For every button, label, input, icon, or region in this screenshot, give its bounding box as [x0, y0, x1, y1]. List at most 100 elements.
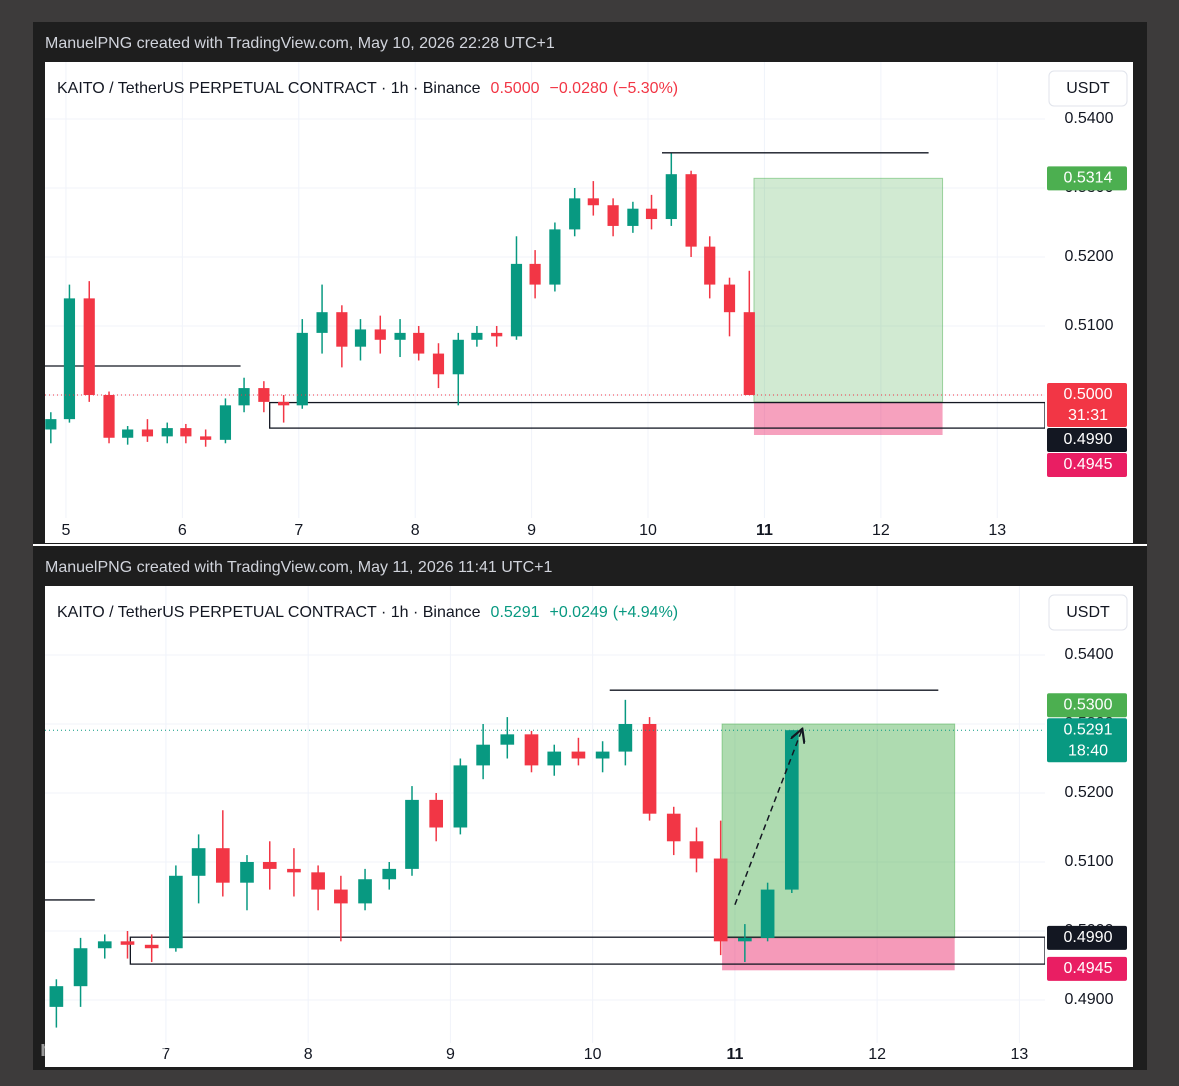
x-tick-label: 10 [639, 522, 657, 539]
candle-body [278, 401, 290, 406]
x-tick-label: 11 [726, 1046, 743, 1063]
x-tick-label: 13 [988, 522, 1006, 539]
candle-body [743, 312, 755, 395]
candle-body [491, 332, 503, 337]
candle-body [144, 944, 159, 949]
x-tick-label: 8 [304, 1046, 313, 1063]
candle-body [103, 394, 115, 438]
support-zone [269, 401, 1045, 429]
symbol-legend: KAITO / TetherUS PERPETUAL CONTRACT · 1h… [57, 80, 678, 97]
plot [45, 586, 1045, 1043]
candle-body [394, 332, 406, 340]
legend-part: (−5.30%) [613, 80, 678, 97]
candle-body [685, 174, 697, 247]
candle-body [63, 298, 76, 420]
candle-body [476, 744, 490, 766]
candle-body [607, 205, 619, 226]
candle-body [618, 723, 633, 752]
candle-body [287, 868, 301, 873]
currency-button [1048, 70, 1128, 107]
candle-body [547, 751, 562, 766]
candle-body [529, 263, 541, 285]
candle-body [665, 174, 677, 220]
candle-body [49, 986, 64, 1007]
price-tag-label: 0.4945 [1064, 456, 1113, 473]
x-tick-label: 12 [868, 1046, 886, 1063]
candle-body [405, 799, 419, 869]
price-tag [1047, 693, 1127, 718]
stop-zone [722, 937, 955, 971]
x-tick-label: 12 [872, 522, 890, 539]
candle-body [374, 329, 386, 340]
candle-body [524, 734, 539, 766]
candle-body [180, 428, 192, 437]
target-zone [753, 177, 944, 403]
chart-panel [45, 62, 1133, 543]
x-tick-label: 7 [161, 1046, 170, 1063]
candle-body [738, 937, 752, 942]
candle-body [316, 312, 328, 333]
candle-body [336, 312, 348, 347]
legend-part: +0.0249 [549, 604, 607, 621]
candle-body [354, 329, 367, 347]
candle-body [120, 941, 135, 945]
legend-part: 0.5000 [491, 80, 540, 97]
target-zone [721, 723, 956, 939]
candle-body [200, 436, 212, 440]
price-tag [1047, 956, 1127, 981]
chart-panel [45, 586, 1133, 1067]
x-tick-label: 7 [294, 522, 303, 539]
plot [45, 62, 1045, 518]
caption: ManuelPNG created with TradingView.com, … [45, 559, 552, 576]
candle-body [500, 734, 515, 745]
price-tag-label: 0.4990 [1064, 431, 1113, 448]
candle-body [83, 298, 95, 395]
candle-body [73, 948, 88, 987]
candle-body [311, 872, 325, 890]
symbol-legend: KAITO / TetherUS PERPETUAL CONTRACT · 1h… [57, 604, 678, 621]
candle-body [510, 263, 523, 337]
price-tag [1047, 718, 1127, 763]
candle-body [334, 889, 348, 904]
candle-body [219, 405, 232, 440]
x-tick-label: 9 [527, 522, 536, 539]
candle-body [642, 723, 657, 814]
legend-part: 0.5291 [491, 604, 540, 621]
candle-body [760, 889, 775, 938]
candle-body [262, 861, 277, 869]
price-tag-timer: 31:31 [1068, 407, 1108, 424]
candle-body [191, 848, 206, 876]
candle-body [122, 429, 134, 438]
legend-part: (+4.94%) [613, 604, 678, 621]
candle-body [627, 208, 639, 226]
candle-body [382, 868, 397, 880]
price-tag-label: 0.5291 [1064, 721, 1113, 738]
candle-body [571, 751, 586, 759]
x-tick-label: 6 [178, 522, 187, 539]
price-tag [1047, 925, 1127, 950]
candle-body [296, 332, 308, 406]
price-tag [1047, 382, 1127, 427]
candle-body [413, 332, 425, 354]
currency-button [1048, 594, 1128, 631]
y-tick-label: 0.5200 [1065, 784, 1114, 801]
projection-arrow [734, 730, 802, 906]
stop-zone [753, 401, 943, 435]
candle-body [45, 419, 57, 430]
price-tag-label: 0.4990 [1064, 929, 1113, 946]
candle-body [569, 198, 581, 230]
candle-body [452, 339, 464, 375]
candle-body [587, 198, 599, 206]
price-tag [1047, 427, 1127, 452]
candle-body [645, 208, 658, 220]
candle-body [471, 332, 483, 340]
price-tag-label: 0.5314 [1064, 170, 1113, 187]
currency-label: USDT [1066, 80, 1110, 97]
candle-body [723, 284, 736, 313]
candle-body [453, 765, 468, 828]
x-tick-label: 8 [411, 522, 420, 539]
candle-body [240, 861, 254, 883]
x-tick-label: 13 [1010, 1046, 1028, 1063]
y-tick-label: 0.5400 [1065, 646, 1114, 663]
